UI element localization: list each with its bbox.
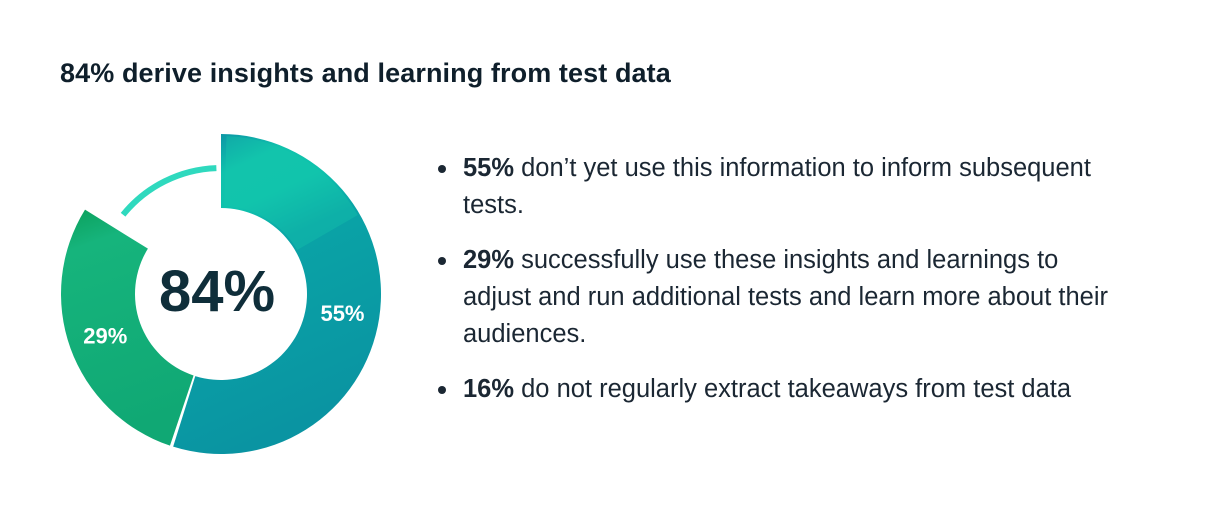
bullet-dot [438,165,446,173]
slice-labels: 55% 29% [83,301,364,348]
bullet-percent: 16% [463,375,522,403]
donut-chart: 84% 55% 29% [0,0,420,514]
bullet-text: do not regularly extract takeaways from … [521,375,1072,403]
bullet-text: successfully use these insights and lear… [463,246,1108,348]
bullet-item-2: 29% successfully use these insights and … [432,242,1132,353]
slice-label-55: 55% [320,301,364,326]
center-label: 84% [159,259,275,324]
slice-55-highlight [224,136,358,250]
bullet-percent: 29% [463,246,522,274]
bullet-item-1: 55% don’t yet use this information to in… [432,150,1132,224]
bullet-percent: 55% [463,154,522,182]
donut-svg: 84% 55% 29% [60,134,381,455]
bullet-dot [438,386,446,394]
bullet-list: 55% don’t yet use this information to in… [432,150,1132,426]
slice-label-29: 29% [83,324,127,349]
slice-29 [60,209,194,446]
bullet-dot [438,257,446,265]
slice-16 [120,165,217,217]
page-title: 84% derive insights and learning from te… [60,58,671,88]
slice-55 [173,134,381,455]
bullet-item-3: 16% do not regularly extract takeaways f… [432,371,1132,408]
bullet-text: don’t yet use this information to inform… [463,154,1091,219]
donut-slices [60,134,381,455]
